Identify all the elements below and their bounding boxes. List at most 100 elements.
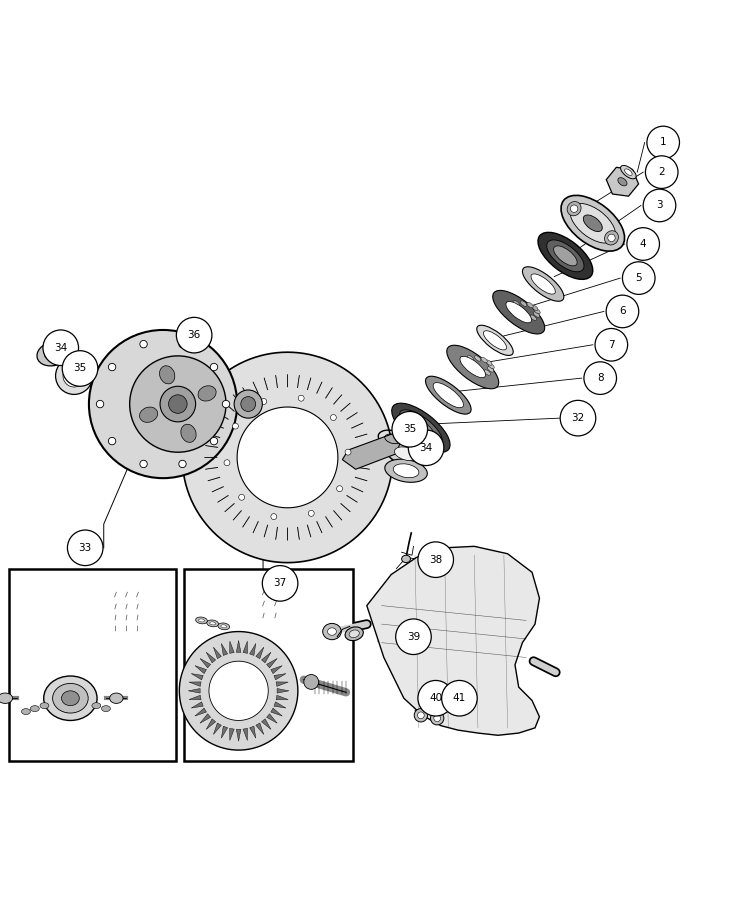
- Ellipse shape: [534, 309, 540, 314]
- Text: 36: 36: [187, 330, 201, 340]
- Circle shape: [643, 189, 676, 221]
- Text: 32: 32: [571, 413, 585, 423]
- Circle shape: [43, 330, 79, 365]
- Polygon shape: [222, 726, 227, 738]
- Polygon shape: [236, 729, 241, 742]
- Polygon shape: [347, 495, 357, 502]
- Ellipse shape: [308, 510, 314, 517]
- Ellipse shape: [531, 274, 555, 294]
- Ellipse shape: [140, 340, 147, 348]
- Polygon shape: [242, 388, 250, 399]
- Ellipse shape: [130, 356, 226, 452]
- Ellipse shape: [349, 630, 359, 637]
- Polygon shape: [243, 728, 247, 741]
- Ellipse shape: [323, 624, 341, 640]
- Polygon shape: [233, 510, 242, 520]
- Ellipse shape: [392, 403, 450, 453]
- Ellipse shape: [414, 708, 428, 722]
- Ellipse shape: [547, 240, 584, 272]
- Polygon shape: [276, 527, 278, 540]
- Text: 5: 5: [636, 273, 642, 284]
- Ellipse shape: [261, 399, 267, 404]
- Polygon shape: [262, 719, 271, 729]
- Ellipse shape: [199, 619, 205, 622]
- Polygon shape: [253, 521, 259, 533]
- Ellipse shape: [30, 706, 39, 712]
- Polygon shape: [351, 486, 363, 492]
- Polygon shape: [212, 423, 224, 428]
- Ellipse shape: [196, 617, 207, 624]
- Polygon shape: [307, 378, 311, 390]
- Ellipse shape: [234, 390, 262, 418]
- Ellipse shape: [210, 437, 218, 445]
- Ellipse shape: [460, 356, 485, 378]
- Polygon shape: [270, 708, 282, 716]
- Text: 37: 37: [273, 579, 287, 589]
- Polygon shape: [200, 659, 210, 668]
- Polygon shape: [341, 503, 350, 512]
- Ellipse shape: [486, 360, 492, 365]
- Ellipse shape: [434, 715, 440, 722]
- Ellipse shape: [425, 376, 471, 414]
- Ellipse shape: [108, 437, 116, 445]
- Ellipse shape: [538, 232, 593, 279]
- Ellipse shape: [179, 340, 186, 348]
- Text: 41: 41: [453, 693, 466, 703]
- Ellipse shape: [345, 627, 363, 641]
- Text: 40: 40: [429, 693, 442, 703]
- Polygon shape: [212, 486, 224, 492]
- Circle shape: [622, 262, 655, 294]
- Ellipse shape: [468, 356, 473, 361]
- Ellipse shape: [336, 486, 342, 491]
- Ellipse shape: [178, 334, 185, 341]
- Polygon shape: [206, 652, 216, 662]
- Polygon shape: [230, 728, 234, 741]
- Polygon shape: [270, 666, 282, 673]
- Ellipse shape: [37, 341, 70, 366]
- Polygon shape: [325, 388, 333, 399]
- Ellipse shape: [224, 460, 230, 465]
- Ellipse shape: [298, 395, 304, 401]
- Polygon shape: [264, 525, 268, 537]
- Circle shape: [647, 126, 679, 158]
- Ellipse shape: [221, 625, 227, 628]
- Polygon shape: [206, 719, 216, 729]
- Polygon shape: [189, 695, 201, 700]
- Circle shape: [62, 351, 98, 386]
- Polygon shape: [237, 407, 338, 508]
- Ellipse shape: [140, 460, 147, 468]
- Polygon shape: [307, 525, 311, 537]
- Polygon shape: [195, 708, 207, 716]
- Polygon shape: [342, 434, 400, 469]
- Ellipse shape: [207, 620, 219, 626]
- Ellipse shape: [139, 407, 158, 422]
- Ellipse shape: [514, 301, 519, 306]
- Polygon shape: [355, 434, 368, 437]
- Polygon shape: [207, 434, 220, 437]
- Polygon shape: [225, 503, 234, 512]
- Polygon shape: [347, 412, 357, 419]
- Ellipse shape: [583, 215, 602, 231]
- Ellipse shape: [385, 459, 428, 482]
- Ellipse shape: [484, 370, 491, 375]
- Ellipse shape: [506, 302, 513, 307]
- Circle shape: [67, 530, 103, 565]
- Ellipse shape: [493, 291, 545, 334]
- Circle shape: [408, 430, 444, 465]
- Text: 35: 35: [73, 364, 87, 374]
- Circle shape: [595, 328, 628, 361]
- Polygon shape: [200, 714, 210, 724]
- Polygon shape: [191, 673, 203, 680]
- Bar: [9, 569, 176, 761]
- Text: 3: 3: [657, 201, 662, 211]
- Ellipse shape: [476, 325, 514, 356]
- Ellipse shape: [506, 302, 531, 323]
- Ellipse shape: [567, 202, 581, 216]
- Ellipse shape: [110, 693, 123, 704]
- Ellipse shape: [447, 346, 499, 389]
- Ellipse shape: [399, 410, 442, 446]
- Ellipse shape: [53, 683, 88, 713]
- Polygon shape: [351, 423, 363, 428]
- Ellipse shape: [481, 357, 488, 363]
- Ellipse shape: [271, 514, 277, 519]
